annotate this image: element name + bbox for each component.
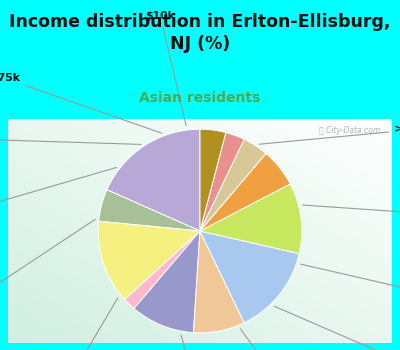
Text: $50k: $50k — [303, 205, 400, 219]
Text: > $200k: > $200k — [259, 124, 400, 144]
Text: ⓘ City-Data.com: ⓘ City-Data.com — [319, 126, 380, 135]
Text: $200k: $200k — [301, 264, 400, 300]
Wedge shape — [200, 184, 302, 254]
Text: Asian residents: Asian residents — [139, 91, 261, 105]
Text: $20k: $20k — [274, 306, 400, 350]
Text: $60k: $60k — [0, 219, 95, 307]
Text: $10k: $10k — [146, 11, 186, 126]
Wedge shape — [200, 133, 244, 231]
Wedge shape — [200, 153, 290, 231]
Wedge shape — [194, 231, 244, 333]
Wedge shape — [134, 231, 200, 332]
Text: $100k: $100k — [26, 298, 118, 350]
Wedge shape — [125, 231, 200, 309]
Wedge shape — [200, 129, 226, 231]
Wedge shape — [200, 231, 299, 323]
Text: $30k: $30k — [181, 335, 229, 350]
Wedge shape — [200, 139, 266, 231]
Wedge shape — [98, 221, 200, 300]
Text: $75k: $75k — [0, 73, 162, 133]
Text: Income distribution in Erlton-Ellisburg,
NJ (%): Income distribution in Erlton-Ellisburg,… — [9, 13, 391, 54]
Text: $150k: $150k — [0, 167, 117, 219]
Wedge shape — [99, 190, 200, 231]
Text: $125k: $125k — [240, 329, 335, 350]
Text: $40k: $40k — [0, 134, 141, 145]
Wedge shape — [107, 129, 200, 231]
